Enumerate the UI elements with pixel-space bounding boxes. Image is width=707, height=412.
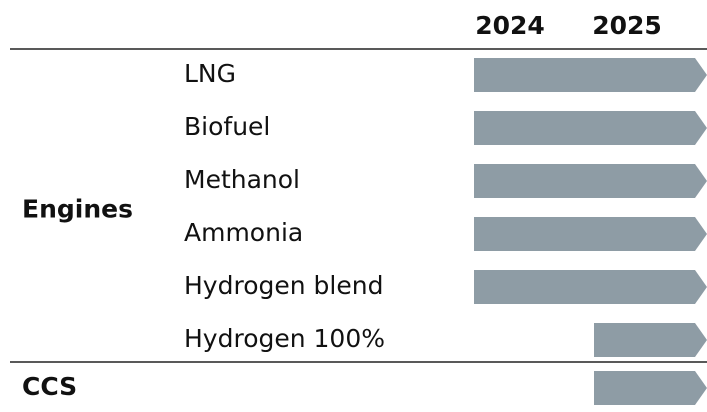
arrow: [474, 111, 707, 145]
item-label: LNG: [184, 59, 236, 88]
arrow: [594, 323, 707, 357]
arrow: [474, 58, 707, 92]
group-label: CCS: [22, 372, 77, 401]
year-header: 2025: [592, 11, 662, 40]
arrow: [474, 164, 707, 198]
item-label: Hydrogen blend: [184, 271, 383, 300]
arrow: [474, 270, 707, 304]
item-label: Biofuel: [184, 112, 270, 141]
item-label: Hydrogen 100%: [184, 324, 385, 353]
item-label: Ammonia: [184, 218, 303, 247]
year-header: 2024: [475, 11, 545, 40]
arrow: [594, 371, 707, 405]
arrow: [474, 217, 707, 251]
group-label: Engines: [22, 195, 133, 224]
item-label: Methanol: [184, 165, 300, 194]
